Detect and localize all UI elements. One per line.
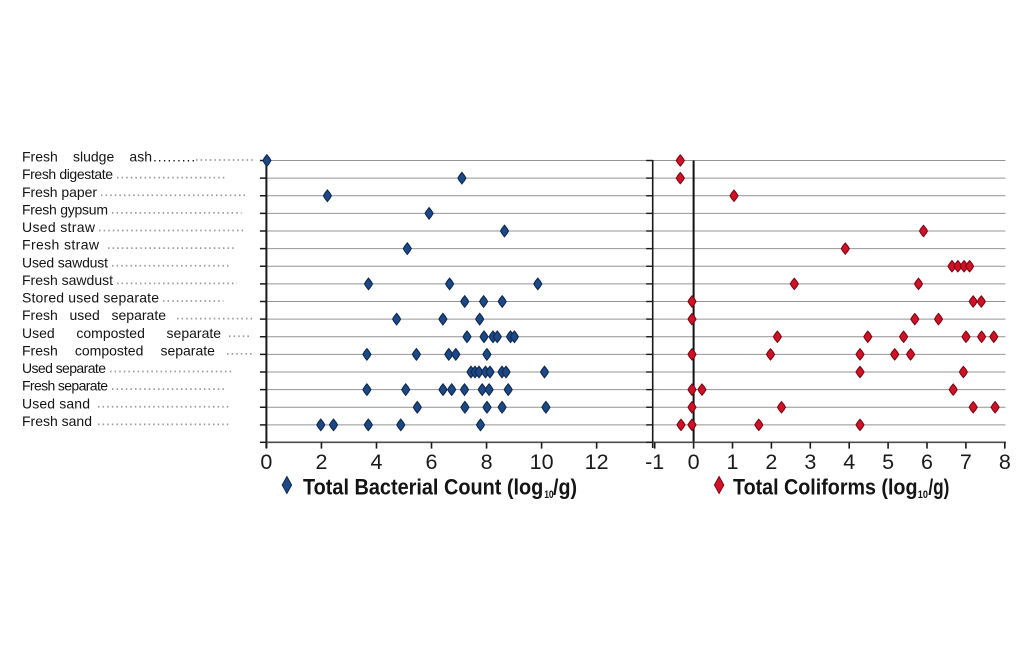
svg-text:Fresh sand: Fresh sand (22, 413, 92, 429)
svg-text:3: 3 (804, 450, 816, 474)
svg-text:Total Coliforms (log: Total Coliforms (log (733, 474, 918, 499)
svg-text:2: 2 (315, 450, 327, 474)
svg-text:Total Bacterial Count (log: Total Bacterial Count (log (303, 474, 543, 499)
svg-text:Fresh gypsum: Fresh gypsum (22, 201, 108, 217)
svg-text:Fresh digestate: Fresh digestate (22, 166, 113, 182)
svg-text:Used sand: Used sand (22, 395, 90, 411)
svg-text:5: 5 (882, 450, 894, 474)
svg-text:2: 2 (765, 450, 777, 474)
svg-text:0: 0 (260, 450, 272, 474)
svg-text:4: 4 (843, 450, 855, 474)
svg-text:8: 8 (481, 450, 493, 474)
svg-text:12: 12 (585, 450, 609, 474)
svg-text:4: 4 (370, 450, 382, 474)
svg-text:Fresh sawdust: Fresh sawdust (22, 272, 113, 288)
svg-text:Used separate: Used separate (22, 360, 106, 376)
svg-text:6: 6 (921, 450, 933, 474)
svg-text:Used sawdust: Used sawdust (22, 254, 108, 270)
svg-text:10: 10 (918, 489, 928, 501)
svg-text:Fresh straw: Fresh straw (22, 237, 100, 253)
svg-text:6: 6 (426, 450, 438, 474)
svg-text:/g): /g) (928, 474, 949, 499)
svg-text:Fresh paper: Fresh paper (22, 184, 97, 200)
svg-text:10: 10 (544, 489, 554, 501)
svg-text:Fresh separate: Fresh separate (22, 378, 108, 394)
svg-text:Fresh used separate: Fresh used separate (22, 307, 166, 323)
svg-text:0: 0 (688, 450, 700, 474)
svg-text:Fresh sludge ash: Fresh sludge ash (22, 149, 152, 165)
svg-text:Used straw: Used straw (22, 219, 96, 235)
svg-text:.........: ......... (153, 149, 196, 165)
svg-text:/g): /g) (553, 474, 577, 499)
svg-text:7: 7 (960, 450, 972, 474)
svg-text:Stored used separate: Stored used separate (22, 290, 159, 306)
svg-text:Used composted separate: Used composted separate (22, 325, 221, 341)
svg-text:8: 8 (999, 450, 1011, 474)
svg-text:10: 10 (530, 450, 554, 474)
svg-text:1: 1 (727, 450, 739, 474)
svg-text:Fresh composted separate: Fresh composted separate (22, 342, 215, 358)
svg-text:-1: -1 (645, 450, 664, 474)
